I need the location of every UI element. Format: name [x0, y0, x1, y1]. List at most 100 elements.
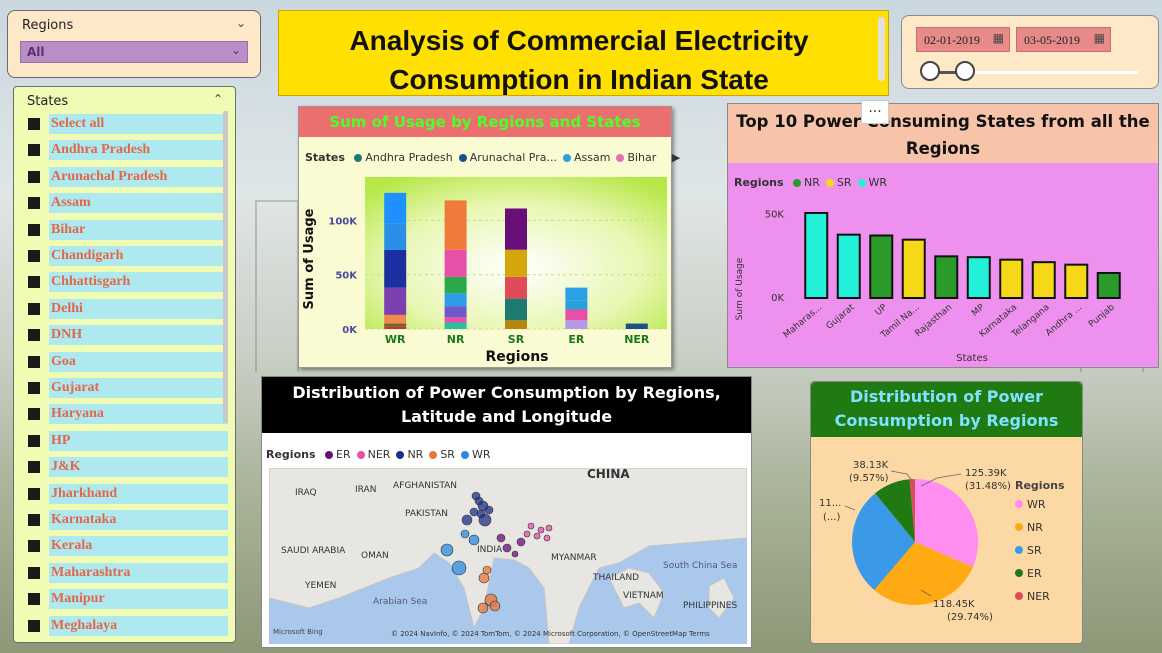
more-options-icon[interactable]: ... [861, 100, 889, 124]
state-item[interactable]: Gujarat [26, 378, 228, 398]
map-bubble[interactable] [543, 534, 551, 542]
checkbox[interactable] [28, 566, 40, 579]
usage-bar-segment[interactable] [625, 323, 648, 329]
checkbox[interactable] [28, 434, 40, 447]
checkbox[interactable] [28, 355, 40, 368]
legend-item-label[interactable]: Bihar [627, 151, 657, 164]
title-scrollbar[interactable] [878, 17, 885, 81]
state-item[interactable]: Delhi [26, 298, 228, 319]
map-bubble[interactable] [440, 543, 454, 557]
top10-bar[interactable] [966, 256, 991, 299]
state-item[interactable]: Kerala [26, 536, 228, 557]
state-item[interactable]: DNH [26, 325, 228, 346]
legend-item-label[interactable]: NR [804, 176, 820, 189]
map-bubble[interactable] [461, 514, 473, 526]
usage-bar-segment[interactable] [384, 287, 407, 315]
checkbox[interactable] [28, 223, 40, 236]
map-bubble[interactable] [460, 529, 470, 539]
usage-bar-segment[interactable] [384, 323, 407, 327]
usage-bar-segment[interactable] [505, 276, 527, 299]
pie-slice[interactable] [874, 542, 973, 605]
state-item[interactable]: Meghalaya [26, 615, 228, 636]
checkbox[interactable] [28, 514, 40, 526]
map-canvas[interactable]: CHINA IRAQ IRAN AFGHANISTAN PAKISTAN SAU… [269, 468, 747, 644]
calendar-icon[interactable]: ▦ [1093, 31, 1105, 45]
usage-bar-segment[interactable] [384, 249, 407, 288]
checkbox[interactable] [28, 276, 40, 289]
state-item[interactable]: J&K [26, 457, 228, 478]
usage-bar-segment[interactable] [505, 208, 527, 250]
usage-bar-segment[interactable] [384, 192, 407, 224]
legend-item-label[interactable]: Arunachal Pra... [469, 151, 557, 164]
usage-bar-segment[interactable] [444, 317, 467, 323]
map-bubble[interactable] [451, 560, 467, 576]
map-bubble[interactable] [545, 524, 553, 532]
regions-dropdown[interactable]: All ⌄ [20, 41, 248, 63]
state-item[interactable]: Maharashtra [26, 562, 228, 583]
map-bubble[interactable] [477, 602, 489, 614]
legend-item-label[interactable]: NER [367, 448, 391, 461]
state-item[interactable]: Manipur [26, 589, 228, 610]
usage-bar-segment[interactable] [384, 223, 407, 250]
pie-legend-item[interactable]: NER [1027, 590, 1050, 603]
legend-item-label[interactable]: Assam [574, 151, 611, 164]
state-item[interactable]: Karnataka [26, 510, 228, 530]
map-bubble[interactable] [537, 526, 545, 534]
legend-item-label[interactable]: SR [836, 176, 852, 189]
checkbox[interactable] [28, 329, 40, 342]
usage-bar-segment[interactable] [505, 320, 527, 329]
usage-bar-segment[interactable] [444, 293, 467, 307]
map-bubble[interactable] [484, 505, 494, 515]
map-bubble[interactable] [476, 509, 486, 519]
date-range-start-handle[interactable] [920, 61, 940, 81]
top10-bar[interactable] [1031, 261, 1056, 299]
pie-legend-item[interactable]: NR [1027, 521, 1043, 534]
state-item[interactable]: Haryana [26, 404, 228, 425]
pie-slice[interactable] [909, 479, 915, 542]
start-date-input[interactable]: 02-01-2019 ▦ [916, 27, 1010, 52]
usage-bar-segment[interactable] [444, 200, 467, 250]
map-bubble[interactable] [489, 600, 501, 612]
legend-item-label[interactable]: NR [407, 448, 424, 461]
usage-bar-segment[interactable] [444, 249, 467, 277]
legend-next-arrow-icon[interactable]: ▶ [671, 151, 681, 164]
map-bubble[interactable] [523, 530, 531, 538]
checkbox[interactable] [28, 144, 40, 157]
checkbox[interactable] [28, 619, 40, 632]
checkbox[interactable] [28, 461, 40, 474]
state-item[interactable]: Bihar [26, 219, 228, 240]
state-item[interactable]: Goa [26, 351, 228, 372]
pie-legend-item[interactable]: ER [1027, 567, 1042, 580]
map-bubble[interactable] [516, 537, 526, 547]
pie-legend-item[interactable]: WR [1027, 498, 1046, 511]
state-item[interactable]: Jharkhand [26, 483, 228, 504]
legend-item-label[interactable]: Andhra Pradesh [365, 151, 453, 164]
state-item[interactable]: HP [26, 430, 228, 451]
checkbox[interactable] [28, 382, 40, 394]
states-scrollbar[interactable] [223, 111, 228, 423]
legend-item-label[interactable]: WR [471, 448, 491, 461]
pie-legend-item[interactable]: SR [1027, 544, 1042, 557]
top10-bar[interactable] [1064, 263, 1089, 299]
top10-bar[interactable] [836, 233, 861, 299]
map-attribution[interactable]: © 2024 NavInfo, © 2024 TomTom, © 2024 Mi… [391, 630, 710, 638]
top10-bar[interactable] [804, 212, 829, 299]
legend-item-label[interactable]: SR [440, 448, 455, 461]
checkbox[interactable] [28, 118, 40, 130]
checkbox[interactable] [28, 540, 40, 553]
top10-bar[interactable] [934, 255, 959, 300]
map-bubble[interactable] [482, 565, 492, 575]
state-item[interactable]: Arunachal Pradesh [26, 166, 228, 187]
checkbox[interactable] [28, 302, 40, 315]
map-bubble[interactable] [502, 543, 512, 553]
legend-item-label[interactable]: WR [868, 176, 888, 189]
map-bubble[interactable] [511, 550, 519, 558]
top10-bar[interactable] [901, 238, 926, 299]
legend-item-label[interactable]: ER [336, 448, 351, 461]
pie-slice[interactable] [875, 479, 915, 542]
chevron-down-icon[interactable]: ⌄ [235, 16, 246, 30]
pie-slice[interactable] [915, 479, 978, 567]
usage-bar-segment[interactable] [444, 276, 467, 294]
chevron-up-icon[interactable]: ⌃ [212, 92, 223, 106]
checkbox[interactable] [28, 487, 40, 500]
